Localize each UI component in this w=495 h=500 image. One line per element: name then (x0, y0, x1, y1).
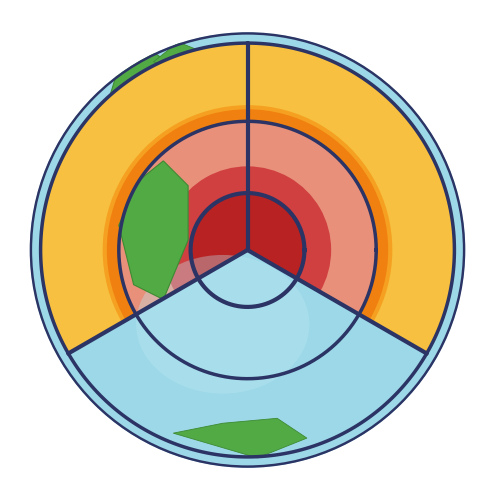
Wedge shape (164, 166, 248, 292)
Wedge shape (102, 105, 248, 322)
Wedge shape (248, 43, 454, 354)
Wedge shape (41, 43, 248, 354)
Circle shape (191, 193, 304, 307)
Wedge shape (136, 250, 359, 378)
PathPatch shape (173, 418, 307, 458)
Circle shape (30, 32, 465, 468)
Wedge shape (248, 110, 388, 320)
Ellipse shape (148, 126, 396, 324)
Wedge shape (59, 250, 436, 468)
PathPatch shape (198, 156, 228, 176)
Wedge shape (248, 122, 376, 314)
Wedge shape (126, 250, 369, 390)
PathPatch shape (119, 161, 188, 300)
PathPatch shape (287, 408, 346, 438)
PathPatch shape (153, 42, 203, 72)
Wedge shape (248, 166, 331, 292)
Wedge shape (248, 105, 393, 322)
Wedge shape (107, 110, 248, 320)
Wedge shape (122, 250, 373, 395)
PathPatch shape (173, 418, 307, 458)
PathPatch shape (119, 161, 188, 300)
Wedge shape (175, 250, 320, 334)
Wedge shape (119, 122, 248, 314)
PathPatch shape (99, 52, 203, 171)
Wedge shape (68, 250, 427, 457)
Ellipse shape (136, 255, 309, 394)
